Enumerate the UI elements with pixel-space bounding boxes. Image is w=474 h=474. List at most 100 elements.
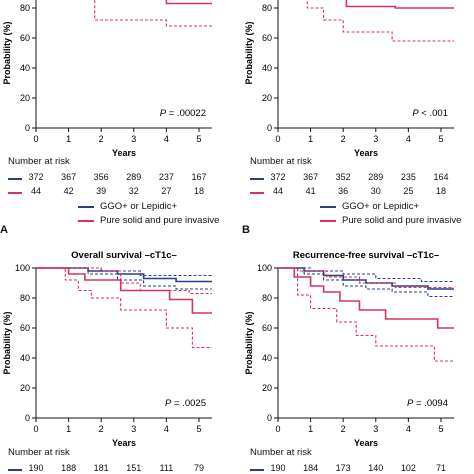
x-tick-label: 4 bbox=[164, 134, 169, 144]
chart-bottom-left: 0 20 40 60 80 100 0 1 2 3 4 5 Years Probability (%) Ov… bbox=[2, 250, 212, 448]
legend-item: Pure solid and pure invasive bbox=[320, 215, 461, 226]
series-line-blue-dashed bbox=[278, 267, 454, 298]
y-tick-label: 60 bbox=[262, 323, 272, 333]
chart-title: Recurrence-free survival –cT1c– bbox=[293, 250, 439, 261]
x-tick-label: 1 bbox=[66, 134, 71, 144]
x-tick-label: 2 bbox=[341, 134, 346, 144]
risk-count: 32 bbox=[128, 186, 139, 196]
x-tick-label: 4 bbox=[406, 134, 411, 144]
risk-count: 44 bbox=[30, 186, 41, 196]
risk-row-marker bbox=[250, 178, 264, 180]
risk-count: 289 bbox=[126, 172, 142, 182]
x-tick-label: 4 bbox=[406, 424, 411, 434]
risk-count: 41 bbox=[305, 186, 316, 196]
risk-count: 167 bbox=[191, 172, 207, 182]
risk-count: 39 bbox=[96, 186, 107, 196]
series-line-blue-dashed bbox=[36, 267, 212, 290]
series-line-red-dashed bbox=[36, 267, 212, 349]
x-tick-label: 2 bbox=[341, 424, 346, 434]
legend-item: Pure solid and pure invasive bbox=[78, 215, 219, 226]
p-value-label: P < .001 bbox=[412, 108, 448, 119]
legend-label: Pure solid and pure invasive bbox=[100, 215, 220, 226]
risk-count: 367 bbox=[61, 172, 77, 182]
risk-count: 289 bbox=[368, 172, 384, 182]
series-line-red-dashed bbox=[278, 267, 454, 362]
chart-title: Overall survival –cT1c– bbox=[71, 250, 177, 261]
x-axis-label: Years bbox=[354, 148, 378, 158]
series-line-blue-solid bbox=[36, 267, 212, 283]
legend-item: GGO+ or Lepidic+ bbox=[320, 201, 419, 212]
series-line-red-dashed bbox=[306, 0, 454, 42]
risk-row-marker bbox=[8, 469, 22, 471]
x-tick-label: 0 bbox=[33, 424, 38, 434]
risk-count: 190 bbox=[270, 463, 286, 473]
risk-count: 79 bbox=[193, 463, 204, 473]
legend-swatch bbox=[320, 205, 336, 208]
panel-letter: B bbox=[242, 224, 250, 236]
risk-count: 18 bbox=[193, 186, 204, 196]
y-tick-label: 40 bbox=[20, 63, 30, 73]
x-tick-label: 5 bbox=[438, 134, 443, 144]
x-tick-label: 2 bbox=[99, 424, 104, 434]
x-tick-label: 3 bbox=[131, 134, 136, 144]
risk-count: 181 bbox=[93, 463, 109, 473]
x-tick-label: 3 bbox=[373, 134, 378, 144]
risk-count: 235 bbox=[400, 172, 416, 182]
y-tick-label: 60 bbox=[262, 33, 272, 43]
y-tick-label: 40 bbox=[20, 353, 30, 363]
legend-swatch bbox=[320, 219, 336, 222]
risk-count: 352 bbox=[335, 172, 351, 182]
x-tick-label: 0 bbox=[33, 134, 38, 144]
y-tick-label: 20 bbox=[20, 93, 30, 103]
risk-row-marker bbox=[8, 192, 22, 194]
x-tick-label: 1 bbox=[66, 424, 71, 434]
risk-count: 42 bbox=[63, 186, 74, 196]
x-tick-label: 2 bbox=[99, 134, 104, 144]
risk-count: 237 bbox=[158, 172, 174, 182]
risk-count: 151 bbox=[126, 463, 142, 473]
y-tick-label: 100 bbox=[257, 263, 272, 273]
legend-label: GGO+ or Lepidic+ bbox=[342, 201, 420, 212]
y-tick-label: 20 bbox=[262, 383, 272, 393]
x-tick-label: 5 bbox=[196, 424, 201, 434]
legend-label: Pure solid and pure invasive bbox=[342, 215, 462, 226]
risk-row-marker bbox=[8, 178, 22, 180]
risk-count: 27 bbox=[161, 186, 172, 196]
series-line-red-dashed bbox=[94, 0, 212, 27]
risk-count: 71 bbox=[435, 463, 446, 473]
risk-table-title: Number at risk bbox=[8, 447, 70, 458]
y-axis-label: Probability (%) bbox=[244, 21, 254, 84]
y-axis-label: Probability (%) bbox=[244, 311, 254, 374]
risk-row-marker bbox=[250, 192, 264, 194]
risk-count: 102 bbox=[400, 463, 416, 473]
x-tick-label: 1 bbox=[308, 424, 313, 434]
risk-count: 188 bbox=[61, 463, 77, 473]
risk-count: 184 bbox=[303, 463, 319, 473]
risk-table-title: Number at risk bbox=[8, 156, 70, 167]
y-tick-label: 40 bbox=[262, 353, 272, 363]
y-tick-label: 100 bbox=[15, 263, 30, 273]
x-tick-label: 4 bbox=[164, 424, 169, 434]
risk-count: 140 bbox=[368, 463, 384, 473]
x-tick-label: 3 bbox=[373, 424, 378, 434]
y-tick-label: 0 bbox=[267, 123, 272, 133]
y-tick-label: 80 bbox=[262, 3, 272, 13]
y-tick-label: 60 bbox=[20, 33, 30, 43]
y-tick-label: 60 bbox=[20, 323, 30, 333]
x-tick-label: 0 bbox=[275, 134, 280, 144]
risk-count: 30 bbox=[370, 186, 381, 196]
y-tick-label: 20 bbox=[20, 383, 30, 393]
x-tick-label: 5 bbox=[438, 424, 443, 434]
x-tick-label: 1 bbox=[308, 134, 313, 144]
y-tick-label: 80 bbox=[262, 293, 272, 303]
y-tick-label: 40 bbox=[262, 63, 272, 73]
series-line-red-solid bbox=[165, 0, 212, 5]
y-tick-label: 80 bbox=[20, 3, 30, 13]
x-axis-label: Years bbox=[354, 438, 378, 448]
risk-row-marker bbox=[250, 469, 264, 471]
x-tick-label: 5 bbox=[196, 134, 201, 144]
legend-swatch bbox=[78, 205, 94, 208]
